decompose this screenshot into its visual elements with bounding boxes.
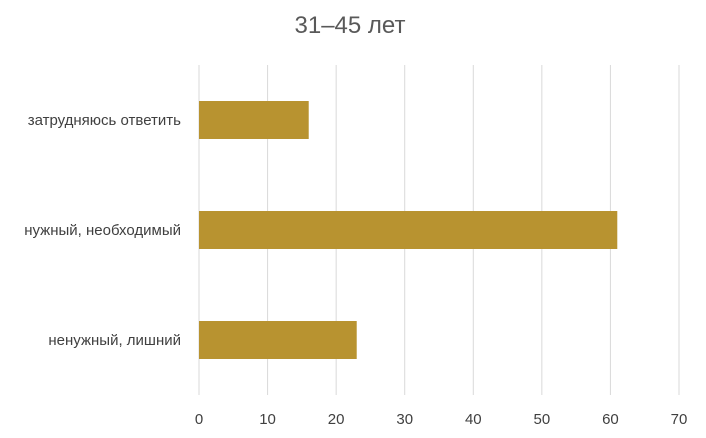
x-tick-label: 60: [602, 411, 619, 428]
category-label: нужный, необходимый: [24, 222, 181, 239]
chart-title: 31–45 лет: [295, 12, 406, 39]
category-label: затрудняюсь ответить: [28, 112, 181, 129]
x-tick-label: 20: [328, 411, 345, 428]
x-tick-label: 40: [465, 411, 482, 428]
bar: [199, 211, 618, 249]
x-tick-label: 0: [195, 411, 203, 428]
x-axis-tick-labels: 0 10 20 30 40 50 60 70: [195, 411, 688, 428]
category-labels: затрудняюсь ответить нужный, необходимый н…: [24, 112, 181, 349]
bar: [199, 101, 309, 139]
x-tick-label: 10: [259, 411, 276, 428]
bar: [199, 321, 357, 359]
x-tick-label: 70: [671, 411, 688, 428]
x-tick-label: 50: [534, 411, 551, 428]
x-tick-label: 30: [396, 411, 413, 428]
bars: [199, 101, 618, 359]
category-label: ненужный, лишний: [48, 332, 181, 349]
